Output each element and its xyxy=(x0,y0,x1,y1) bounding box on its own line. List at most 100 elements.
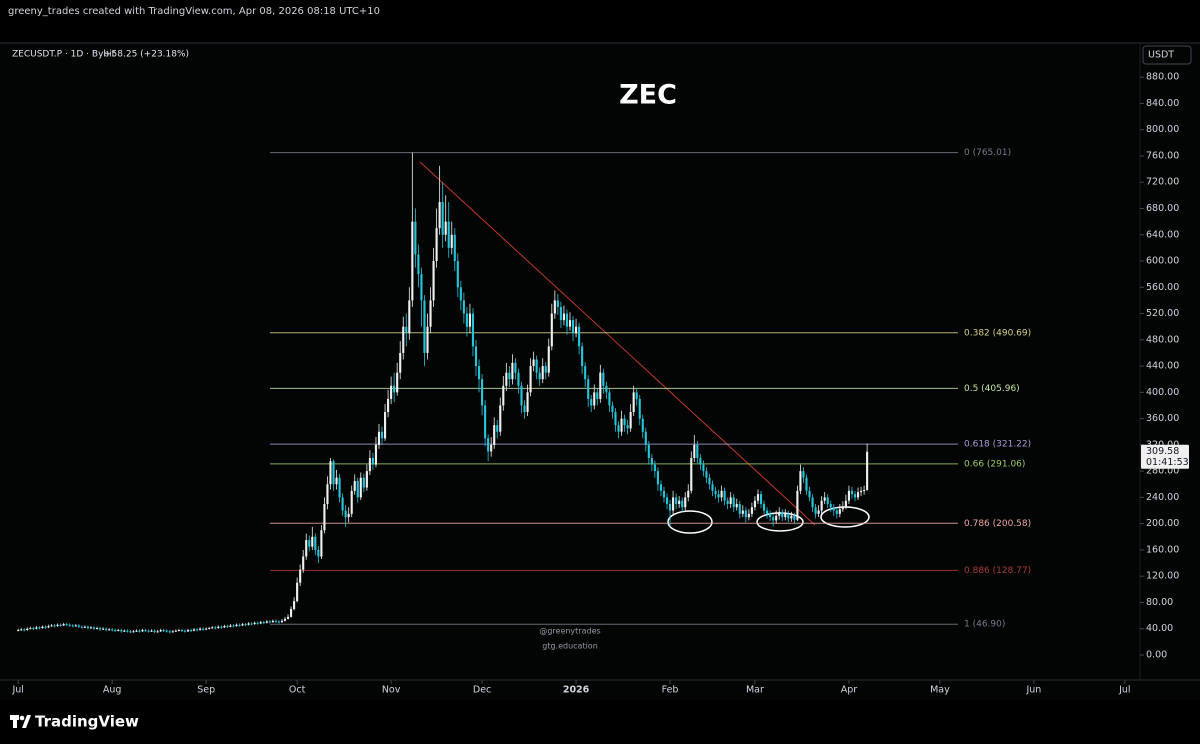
candle-body xyxy=(487,438,490,452)
candle-body xyxy=(511,362,514,380)
candle-body xyxy=(323,503,326,531)
candle-body xyxy=(547,346,550,373)
brand[interactable]: TradingView xyxy=(35,713,139,731)
candle-body xyxy=(565,313,569,327)
candle-body xyxy=(262,622,265,624)
candle-body xyxy=(165,630,168,632)
candle-body xyxy=(344,510,347,518)
candle-body xyxy=(280,620,284,623)
candle-body xyxy=(117,630,120,632)
candle-body xyxy=(650,458,653,465)
candle-body xyxy=(814,507,817,514)
candle-body xyxy=(141,630,144,632)
price-tag xyxy=(1141,444,1189,469)
candle-body xyxy=(80,626,83,628)
candle-body xyxy=(426,326,429,353)
x-tick-label: 2026 xyxy=(563,685,590,696)
candle-body xyxy=(802,471,805,478)
candle-body xyxy=(729,497,732,504)
x-tick-label: Jul xyxy=(11,685,23,696)
candle-body xyxy=(514,362,517,373)
x-tick-label: Jul xyxy=(1118,685,1130,696)
candle-body xyxy=(581,346,584,367)
candle-body xyxy=(575,326,578,334)
candle-body xyxy=(253,622,256,625)
candle-body xyxy=(793,515,796,520)
candle-body xyxy=(95,628,99,630)
candle-body xyxy=(114,630,117,632)
candle-body xyxy=(208,628,211,630)
candle-body xyxy=(708,477,711,485)
y-tick-label: 160.00 xyxy=(1146,544,1179,555)
candle-body xyxy=(135,630,138,632)
candle-body xyxy=(863,489,866,491)
candle-body xyxy=(635,392,638,399)
candle-body xyxy=(56,624,59,627)
candle-body xyxy=(38,627,41,629)
candle-body xyxy=(147,630,150,632)
candle-body xyxy=(244,624,247,626)
candle-body xyxy=(293,601,296,610)
watermark: @greenytrades xyxy=(539,627,600,636)
candle-body xyxy=(196,629,199,631)
candle-body xyxy=(614,412,617,426)
candle-body xyxy=(202,628,205,630)
currency[interactable]: USDT xyxy=(1148,50,1174,61)
fib-label: 0.618 (321.22) xyxy=(964,440,1031,450)
brand-logo[interactable]: TradingView xyxy=(10,713,139,731)
x-tick-label: Sep xyxy=(197,685,215,696)
candle-body xyxy=(317,549,320,557)
candle-body xyxy=(338,477,341,498)
candle-body xyxy=(605,385,608,393)
logo-shape xyxy=(13,715,17,728)
currency-box[interactable] xyxy=(1142,45,1192,65)
countdown: 01:41:53 xyxy=(1146,457,1189,468)
candle-body xyxy=(687,490,690,498)
candle-body xyxy=(192,629,196,631)
candle-body xyxy=(20,629,23,631)
candle-body xyxy=(92,627,96,629)
candle-body xyxy=(205,628,208,630)
candle-body xyxy=(68,624,71,626)
candle-body xyxy=(550,313,553,347)
candle-body xyxy=(787,513,790,519)
candle-body xyxy=(296,582,299,602)
y-tick-label: 120.00 xyxy=(1146,571,1179,582)
trendline xyxy=(419,161,816,526)
candle-body xyxy=(856,492,860,498)
candle-body xyxy=(465,313,468,327)
candle-body xyxy=(332,461,335,485)
candle-body xyxy=(705,471,708,478)
candle-body xyxy=(860,490,863,493)
candle-body xyxy=(796,490,799,520)
fib-label: 0.382 (490.69) xyxy=(964,328,1031,338)
candle-body xyxy=(496,425,499,432)
candle-body xyxy=(723,490,726,501)
candle-body xyxy=(220,626,223,628)
candle-body xyxy=(732,497,735,508)
candle-body xyxy=(502,385,505,406)
candle-body xyxy=(377,431,381,445)
symbol-info: ZECUSDT.P · 1D · Bybit xyxy=(12,50,116,60)
candle-body xyxy=(341,497,344,511)
candle-body xyxy=(405,326,408,334)
y-tick-label: 480.00 xyxy=(1146,334,1179,345)
candle-body xyxy=(738,503,741,514)
candle-body xyxy=(41,626,44,629)
candle-body xyxy=(17,630,20,632)
candle-body xyxy=(105,628,108,631)
candle-body xyxy=(693,444,696,459)
last-price: 309.58 xyxy=(1146,446,1179,457)
candle-body xyxy=(314,536,317,550)
candle-body xyxy=(183,630,187,632)
candle-body xyxy=(365,471,368,488)
y-tick-label: 720.00 xyxy=(1146,177,1179,188)
candle-body xyxy=(808,490,811,498)
candle-body xyxy=(226,626,229,628)
fib-label: 0.5 (405.96) xyxy=(964,384,1020,394)
logo-shape xyxy=(22,715,31,728)
circle-annotation xyxy=(820,506,870,528)
watermark: gtg.education xyxy=(542,642,598,651)
candle-body xyxy=(656,471,659,485)
x-tick-label: May xyxy=(930,685,950,696)
